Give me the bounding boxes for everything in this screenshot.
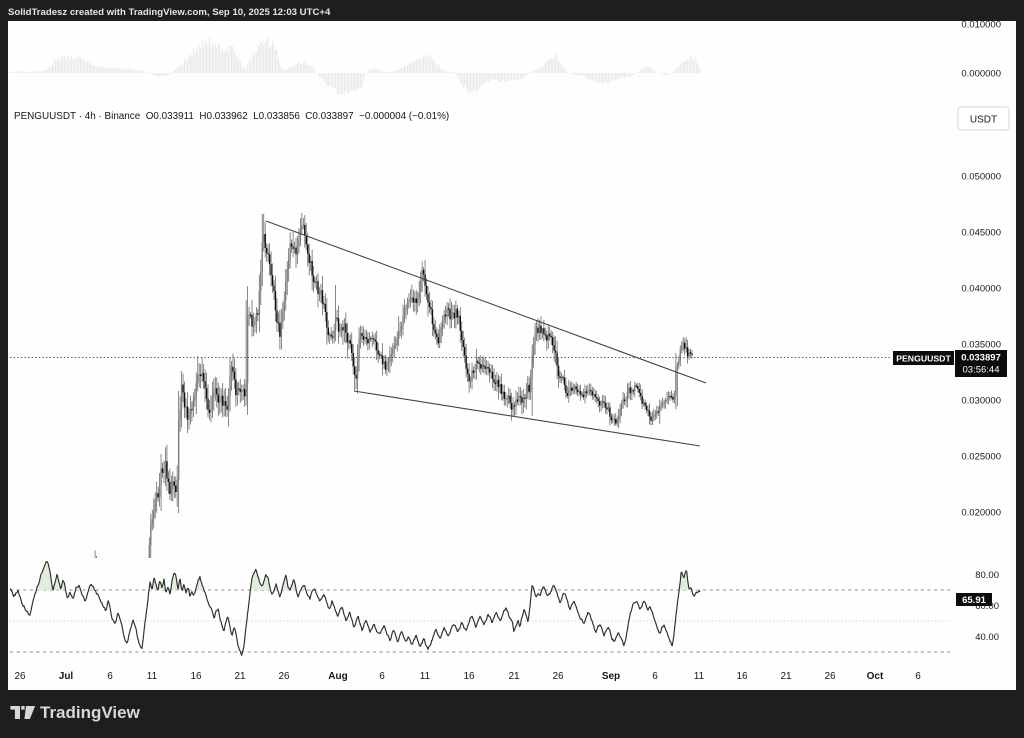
svg-text:0.025000: 0.025000 bbox=[961, 452, 1001, 463]
svg-text:Oct: Oct bbox=[867, 671, 884, 682]
svg-text:11: 11 bbox=[147, 671, 158, 682]
svg-text:TradingView: TradingView bbox=[40, 703, 141, 722]
svg-text:21: 21 bbox=[780, 671, 792, 682]
svg-text:0.020000: 0.020000 bbox=[961, 508, 1001, 519]
svg-text:0.033897: 0.033897 bbox=[961, 353, 1001, 364]
svg-text:16: 16 bbox=[736, 671, 748, 682]
svg-text:USDT: USDT bbox=[970, 115, 997, 126]
svg-text:PENGUUSDT: PENGUUSDT bbox=[896, 354, 951, 364]
svg-text:6: 6 bbox=[107, 671, 113, 682]
svg-text:6: 6 bbox=[652, 671, 658, 682]
svg-text:80.00: 80.00 bbox=[975, 570, 999, 581]
svg-text:0.000000: 0.000000 bbox=[961, 69, 1001, 80]
svg-text:26: 26 bbox=[824, 671, 836, 682]
svg-text:16: 16 bbox=[463, 671, 475, 682]
svg-text:Aug: Aug bbox=[328, 671, 347, 682]
svg-text:03:56:44: 03:56:44 bbox=[963, 365, 1000, 376]
svg-text:6: 6 bbox=[379, 671, 385, 682]
svg-text:6: 6 bbox=[915, 671, 921, 682]
svg-text:0.040000: 0.040000 bbox=[961, 284, 1001, 295]
svg-text:40.00: 40.00 bbox=[975, 632, 999, 643]
svg-text:0.045000: 0.045000 bbox=[961, 228, 1001, 239]
svg-text:11: 11 bbox=[694, 671, 705, 682]
svg-text:0.035000: 0.035000 bbox=[961, 340, 1001, 351]
svg-text:0.030000: 0.030000 bbox=[961, 396, 1001, 407]
svg-text:Jul: Jul bbox=[59, 671, 74, 682]
svg-text:60.00: 60.00 bbox=[975, 601, 999, 612]
svg-text:0.050000: 0.050000 bbox=[961, 172, 1001, 183]
svg-text:21: 21 bbox=[508, 671, 520, 682]
svg-text:PENGUUSDT · 4h · Binance O0.0: PENGUUSDT · 4h · Binance O0.033911 H0.03… bbox=[14, 111, 449, 122]
svg-text:65.91: 65.91 bbox=[962, 595, 986, 606]
svg-text:26: 26 bbox=[14, 671, 26, 682]
svg-text:SolidTradesz created with Trad: SolidTradesz created with TradingView.co… bbox=[8, 7, 331, 18]
svg-text:16: 16 bbox=[190, 671, 202, 682]
svg-text:Sep: Sep bbox=[602, 671, 620, 682]
svg-text:0.010000: 0.010000 bbox=[961, 20, 1001, 31]
svg-text:26: 26 bbox=[552, 671, 564, 682]
svg-text:26: 26 bbox=[278, 671, 290, 682]
svg-text:11: 11 bbox=[420, 671, 431, 682]
svg-text:21: 21 bbox=[234, 671, 246, 682]
